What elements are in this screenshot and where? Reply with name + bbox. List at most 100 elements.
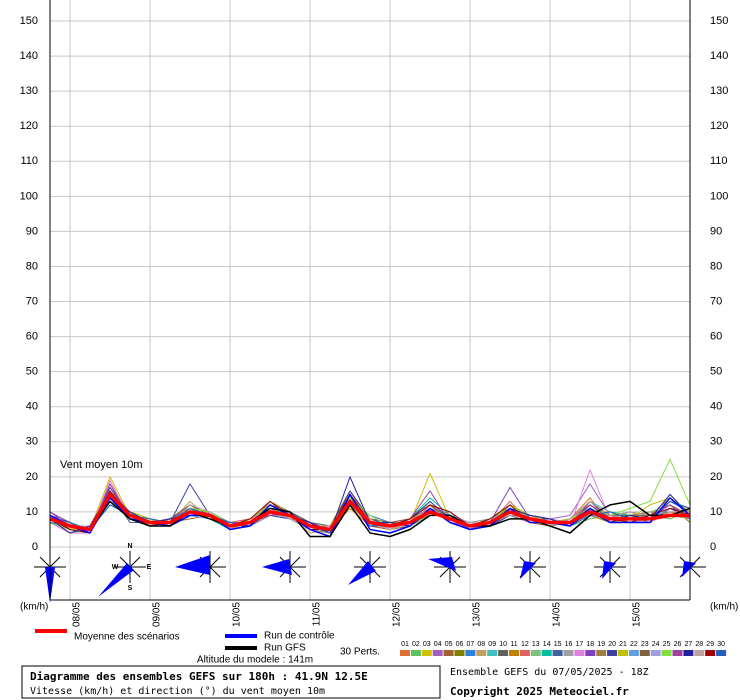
wind-arrow [262,559,292,575]
legend-label: 13 [532,641,540,648]
legend-label: Run GFS [264,643,306,654]
y-tick-label-right: 0 [710,541,716,553]
legend-label: 04 [434,641,442,648]
y-tick-label: 60 [26,331,38,343]
legend-swatch [410,650,421,656]
altitude-note: Altitude du modele : 141m [197,655,313,666]
legend-swatch [705,650,716,656]
legend-swatch [498,650,509,656]
legend-label: 02 [412,641,420,648]
y-tick-label-right: 70 [710,295,722,307]
wind-arrow [98,563,134,597]
series-line [49,500,691,534]
y-tick-label-right: 20 [710,471,722,483]
y-tick-label: 20 [26,471,38,483]
legend-swatch [432,650,443,656]
legend-swatch [400,650,410,656]
legend-label: 08 [477,641,485,648]
legend-swatch [552,650,563,656]
legend-label: 16 [565,641,573,648]
legend-label: 12 [521,641,529,648]
y-tick-label: 10 [26,506,38,518]
wind-arrow [682,561,696,577]
legend-label: Moyenne des scénarios [74,632,180,643]
legend-swatch [421,650,432,656]
legend-label: 30 [717,641,725,648]
legend-swatch [650,650,661,656]
legend-label: 20 [608,641,616,648]
x-tick-label: 13/05 [472,602,483,627]
wind-arrow [175,555,210,575]
y-tick-label: 140 [20,50,38,62]
y-tick-label-right: 110 [710,155,728,167]
legend-swatch [519,650,530,656]
x-tick-label: 10/05 [232,602,243,627]
y-tick-label-right: 100 [710,190,728,202]
legend-label: 11 [510,641,517,648]
legend-swatch [596,650,607,656]
y-label-right: (km/h) [710,602,738,613]
legend-label: 27 [685,641,693,648]
y-label-left: (km/h) [20,602,48,613]
y-tick-label-right: 130 [710,85,728,97]
y-tick-label-right: 50 [710,366,722,378]
y-tick-label: 130 [20,85,38,97]
wind-arrow [602,561,616,579]
y-tick-label: 100 [20,190,38,202]
legend-swatch [574,650,585,656]
x-tick-label: 15/05 [632,602,643,627]
y-tick-label: 110 [20,155,38,167]
compass-label: W [112,564,119,571]
wind-arrow [520,561,536,579]
y-tick-label-right: 30 [710,436,722,448]
y-tick-label-right: 10 [710,506,722,518]
perts-label: 30 Perts. [340,647,380,658]
annotation: Vent moyen 10m [60,459,143,471]
x-tick-label: 08/05 [72,602,83,627]
x-tick-label: 14/05 [552,602,563,627]
legend-label: 23 [641,641,649,648]
legend-swatch [716,650,727,656]
legend-label: 07 [467,641,475,648]
wind-arrow [348,561,376,585]
legend-label: 28 [695,641,703,648]
legend-label: 10 [499,641,507,648]
legend-swatch [585,650,596,656]
y-tick-label-right: 60 [710,331,722,343]
compass-label: S [128,585,133,592]
copyright: Copyright 2025 Meteociel.fr [450,685,629,698]
wind-row: N S E W [34,543,706,603]
legend-label: 15 [554,641,562,648]
series-line [49,500,691,538]
y-tick-label-right: 120 [710,120,728,132]
legend-swatch [509,650,519,656]
plot-lines [49,458,691,538]
y-tick-label: 30 [26,436,38,448]
legend-label: 26 [674,641,682,648]
x-tick-label: 12/05 [392,602,403,627]
compass-label: E [147,564,152,571]
compass-label: N [127,543,132,550]
legend-label: 29 [706,641,714,648]
legend-swatch [683,650,694,656]
legend-swatch [607,650,618,656]
legend-swatch [443,650,454,656]
legend-swatch [454,650,465,656]
legend-swatch [530,650,541,656]
legend-label: 03 [423,641,431,648]
legend-swatch [465,650,476,656]
chart-title: Diagramme des ensembles GEFS sur 180h : … [30,670,368,683]
wind-arrow [428,557,456,571]
legend-label: 25 [663,641,671,648]
chart-subtitle: Vitesse (km/h) et direction (°) du vent … [30,686,325,697]
legend-swatch [563,650,574,656]
y-tick-label-right: 40 [710,401,722,413]
y-tick-label: 40 [26,401,38,413]
y-tick-label-right: 90 [710,225,722,237]
legend-swatch [628,650,639,656]
legend-label: 06 [456,641,464,648]
legend-label: 09 [488,641,496,648]
legend-label: 01 [401,641,409,648]
